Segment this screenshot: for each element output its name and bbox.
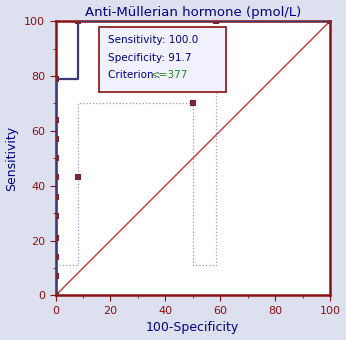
Text: Specificity: 91.7: Specificity: 91.7 [108,53,191,63]
Text: Sensitivity: 100.0: Sensitivity: 100.0 [108,35,198,45]
Title: Anti-Müllerian hormone (pmol/L): Anti-Müllerian hormone (pmol/L) [85,5,301,19]
FancyBboxPatch shape [99,27,226,92]
Y-axis label: Sensitivity: Sensitivity [6,126,19,191]
Text: Criterion.:: Criterion.: [108,70,164,81]
X-axis label: 100-Specificity: 100-Specificity [146,321,239,335]
Text: <=377: <=377 [151,70,188,81]
